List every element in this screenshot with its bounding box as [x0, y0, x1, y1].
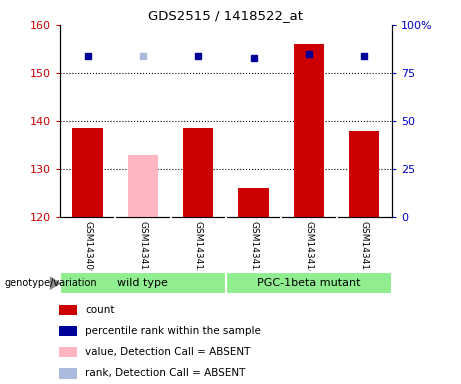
Text: GSM143411: GSM143411 [138, 221, 148, 276]
Text: GSM143413: GSM143413 [249, 221, 258, 276]
Text: count: count [85, 305, 114, 315]
Text: percentile rank within the sample: percentile rank within the sample [85, 326, 261, 336]
Bar [238, 188, 269, 217]
Bar [294, 44, 324, 217]
Text: genotype/variation: genotype/variation [5, 278, 97, 288]
Bar [59, 305, 77, 315]
Text: GSM143409: GSM143409 [83, 221, 92, 276]
Bar [72, 128, 103, 217]
Text: GSM143414: GSM143414 [304, 221, 313, 276]
Polygon shape [50, 276, 61, 290]
Bar [59, 326, 77, 336]
Bar [183, 128, 213, 217]
Text: PGC-1beta mutant: PGC-1beta mutant [257, 278, 361, 288]
Text: rank, Detection Call = ABSENT: rank, Detection Call = ABSENT [85, 368, 245, 379]
Text: wild type: wild type [118, 278, 168, 288]
Bar [59, 347, 77, 358]
Bar [59, 368, 77, 379]
Bar [128, 154, 158, 217]
Text: GSM143412: GSM143412 [194, 221, 203, 276]
Bar [60, 272, 226, 295]
Text: value, Detection Call = ABSENT: value, Detection Call = ABSENT [85, 347, 250, 358]
Text: GSM143415: GSM143415 [360, 221, 369, 276]
Title: GDS2515 / 1418522_at: GDS2515 / 1418522_at [148, 9, 303, 22]
Bar [226, 272, 392, 295]
Bar [349, 131, 379, 217]
